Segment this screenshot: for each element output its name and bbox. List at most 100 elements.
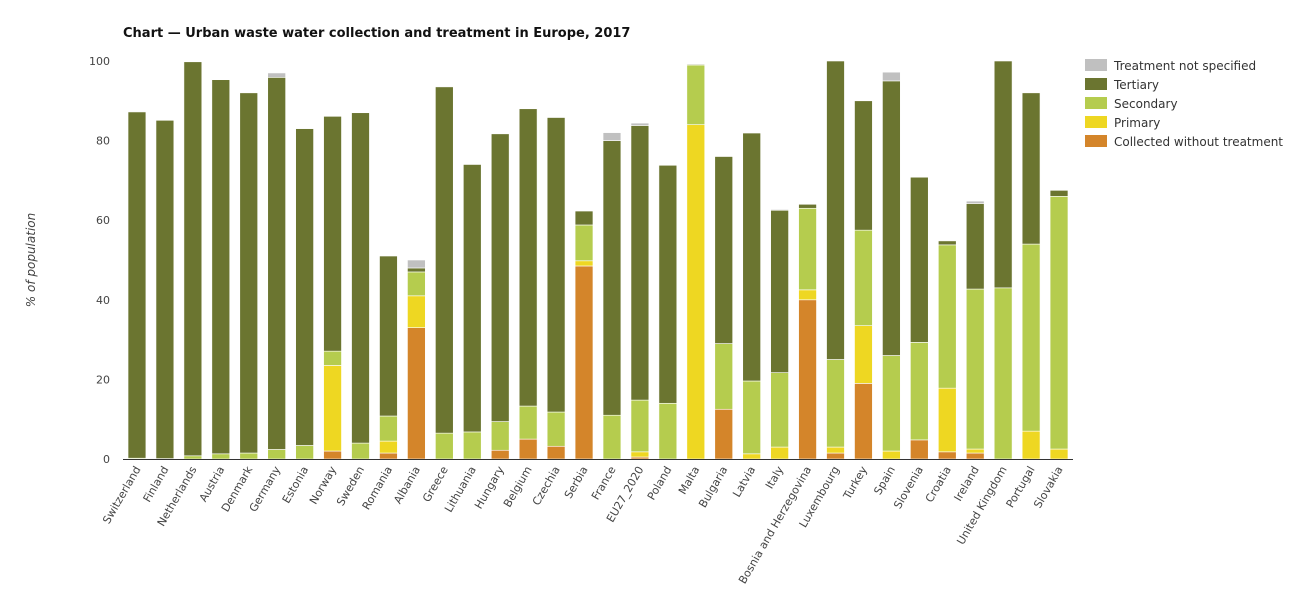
bar-segment[interactable]: [798, 289, 817, 301]
bar-segment[interactable]: [658, 164, 678, 404]
bar-segment[interactable]: [379, 415, 398, 442]
bar-segment[interactable]: [965, 452, 985, 460]
bar-segment[interactable]: [1049, 448, 1069, 460]
bar-segment[interactable]: [938, 244, 957, 389]
bar-segment[interactable]: [742, 132, 761, 382]
bar-segment[interactable]: [435, 432, 454, 460]
bar-segment[interactable]: [490, 421, 510, 451]
bar-segment[interactable]: [239, 452, 258, 460]
bar-segment[interactable]: [1021, 92, 1041, 245]
bar-segment[interactable]: [351, 442, 370, 460]
bar-segment[interactable]: [798, 203, 817, 209]
bar-segment[interactable]: [882, 450, 901, 460]
bar-segment[interactable]: [686, 124, 706, 460]
legend-label[interactable]: Collected without treatment: [1114, 135, 1283, 149]
bar-segment[interactable]: [295, 445, 314, 460]
bar-segment[interactable]: [965, 203, 985, 290]
bar-segment[interactable]: [379, 255, 398, 417]
bar-segment[interactable]: [546, 445, 566, 460]
bar-segment[interactable]: [714, 343, 733, 410]
bar-segment[interactable]: [1021, 430, 1041, 460]
bar-segment[interactable]: [518, 108, 538, 407]
bar-segment[interactable]: [630, 399, 650, 453]
bar-segment[interactable]: [965, 448, 985, 454]
bar-segment[interactable]: [407, 295, 426, 328]
bar-segment[interactable]: [630, 125, 650, 401]
bar-segment[interactable]: [267, 449, 286, 460]
legend-label[interactable]: Treatment not specified: [1113, 59, 1256, 73]
bar-segment[interactable]: [490, 133, 510, 422]
bar-segment[interactable]: [574, 260, 594, 267]
bar-segment[interactable]: [854, 229, 873, 326]
bar-segment[interactable]: [379, 452, 398, 460]
bar-segment[interactable]: [211, 453, 231, 460]
bar-segment[interactable]: [742, 380, 761, 455]
bar-segment[interactable]: [267, 77, 286, 450]
bar-segment[interactable]: [351, 112, 370, 444]
bar-segment[interactable]: [714, 408, 733, 460]
bar-segment[interactable]: [854, 325, 873, 384]
bar-segment[interactable]: [965, 288, 985, 450]
bar-segment[interactable]: [714, 156, 733, 344]
bar-segment[interactable]: [407, 267, 426, 273]
legend-label[interactable]: Tertiary: [1113, 78, 1159, 92]
bar-segment[interactable]: [602, 140, 622, 416]
bar-segment[interactable]: [239, 92, 258, 454]
bar-segment[interactable]: [490, 449, 510, 460]
bar-segment[interactable]: [770, 372, 789, 448]
bar-segment[interactable]: [993, 287, 1013, 460]
bar-segment[interactable]: [882, 80, 901, 356]
bar-segment[interactable]: [770, 209, 789, 211]
bar-segment[interactable]: [742, 453, 761, 460]
bar-segment[interactable]: [183, 61, 203, 457]
bar-segment[interactable]: [882, 355, 901, 452]
bar-segment[interactable]: [910, 176, 929, 343]
bar-segment[interactable]: [435, 86, 454, 434]
bar-segment[interactable]: [518, 405, 538, 440]
bar-segment[interactable]: [1049, 190, 1069, 197]
bar-segment[interactable]: [602, 414, 622, 460]
bar-segment[interactable]: [882, 71, 901, 82]
bar-segment[interactable]: [127, 111, 147, 459]
bar-segment[interactable]: [826, 359, 845, 448]
bar-segment[interactable]: [854, 100, 873, 231]
bar-segment[interactable]: [993, 60, 1013, 289]
bar-segment[interactable]: [826, 446, 845, 454]
bar-segment[interactable]: [155, 120, 175, 459]
bar-segment[interactable]: [546, 117, 566, 413]
bar-segment[interactable]: [938, 240, 957, 246]
bar-segment[interactable]: [379, 440, 398, 454]
bar-segment[interactable]: [407, 327, 426, 460]
bar-segment[interactable]: [798, 299, 817, 460]
bar-segment[interactable]: [323, 450, 342, 460]
bar-segment[interactable]: [658, 402, 678, 460]
bar-segment[interactable]: [1021, 243, 1041, 432]
bar-segment[interactable]: [295, 128, 314, 446]
bar-segment[interactable]: [463, 431, 482, 460]
bar-segment[interactable]: [938, 451, 957, 460]
bar-segment[interactable]: [183, 455, 203, 460]
bar-segment[interactable]: [770, 209, 789, 373]
bar-segment[interactable]: [686, 63, 706, 66]
bar-segment[interactable]: [602, 132, 622, 141]
bar-segment[interactable]: [323, 116, 342, 352]
bar-segment[interactable]: [267, 72, 286, 78]
bar-segment[interactable]: [211, 79, 231, 455]
bar-segment[interactable]: [826, 60, 845, 360]
bar-segment[interactable]: [518, 438, 538, 460]
bar-segment[interactable]: [910, 439, 929, 460]
bar-segment[interactable]: [574, 265, 594, 460]
bar-segment[interactable]: [323, 350, 342, 366]
bar-segment[interactable]: [546, 411, 566, 447]
bar-segment[interactable]: [407, 271, 426, 297]
bar-segment[interactable]: [463, 164, 482, 433]
bar-segment[interactable]: [630, 451, 650, 458]
bar-segment[interactable]: [854, 383, 873, 460]
bar-segment[interactable]: [826, 452, 845, 460]
bar-segment[interactable]: [770, 446, 789, 460]
bar-segment[interactable]: [910, 342, 929, 441]
bar-segment[interactable]: [1049, 196, 1069, 450]
bar-segment[interactable]: [965, 200, 985, 204]
bar-segment[interactable]: [574, 210, 594, 226]
legend-label[interactable]: Primary: [1114, 116, 1160, 130]
